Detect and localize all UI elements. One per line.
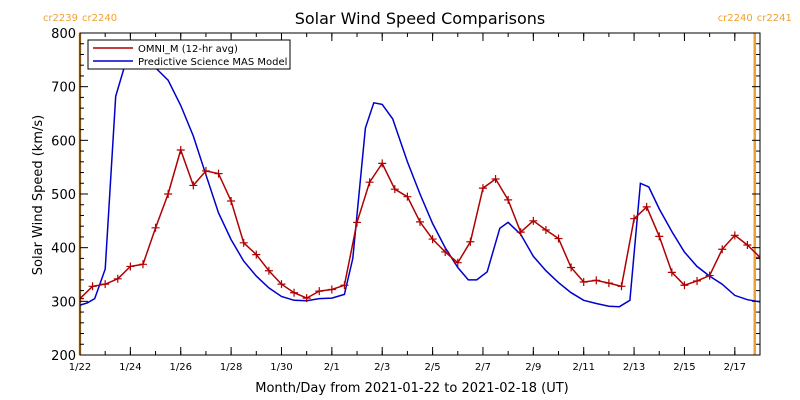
legend-label-mas: Predictive Science MAS Model <box>138 57 287 68</box>
omni-line <box>80 147 760 300</box>
omni-point <box>567 263 576 272</box>
omni-point <box>416 217 424 226</box>
series-omni <box>80 145 760 303</box>
omni-point <box>403 192 412 201</box>
x-tick-label: 2/7 <box>475 362 491 373</box>
omni-point <box>655 232 664 241</box>
y-tick-label: 800 <box>51 27 76 42</box>
omni-point <box>353 218 362 227</box>
omni-point <box>478 184 487 193</box>
series-mas-model <box>80 63 760 308</box>
omni-point <box>164 190 173 198</box>
omni-point <box>227 196 236 205</box>
omni-point <box>390 185 399 194</box>
x-tick-label: 2/9 <box>525 362 541 373</box>
legend-label-omni: OMNI_M (12-hr avg) <box>138 44 238 55</box>
omni-point <box>541 225 550 234</box>
x-tick-label: 2/3 <box>374 362 390 373</box>
omni-point <box>743 240 752 249</box>
omni-point <box>491 174 500 183</box>
omni-point <box>718 245 727 254</box>
y-tick-label: 200 <box>51 349 76 364</box>
omni-point <box>680 281 689 290</box>
legend-box <box>87 39 291 70</box>
x-tick-label: 1/28 <box>220 362 242 373</box>
omni-point <box>642 202 651 211</box>
x-tick-labels: 1/22 1/24 1/26 1/28 1/30 2/1 2/3 2/5 2/7 2/9 2/11 2… <box>69 362 746 373</box>
omni-point <box>516 228 525 237</box>
omni-point <box>239 238 248 247</box>
omni-point <box>126 262 135 271</box>
omni-point <box>151 223 160 232</box>
x-tick-label: 2/11 <box>572 362 594 373</box>
omni-point <box>80 294 84 303</box>
omni-point <box>453 258 462 267</box>
rotation-label-left: cr2240 <box>718 13 753 24</box>
legend: OMNI_M (12-hr avg) Predictive Science MA… <box>87 39 291 70</box>
plot-frame <box>79 32 761 356</box>
x-tick-label: 1/26 <box>170 362 192 373</box>
chart-title: Solar Wind Speed Comparisons <box>295 9 546 28</box>
omni-point <box>579 278 588 287</box>
omni-point <box>428 235 437 244</box>
omni-point <box>365 178 374 187</box>
x-tick-label: 2/13 <box>623 362 645 373</box>
omni-point <box>327 285 336 294</box>
x-tick-label: 2/1 <box>324 362 340 373</box>
omni-point <box>101 280 110 289</box>
omni-point <box>592 276 601 285</box>
rotation-label-left: cr2239 <box>43 13 78 24</box>
omni-point <box>113 274 122 283</box>
omni-point <box>88 282 97 291</box>
omni-point <box>189 181 198 190</box>
x-tick-label: 2/15 <box>673 362 695 373</box>
x-tick-label: 1/22 <box>69 362 91 373</box>
omni-point <box>176 145 185 154</box>
y-tick-label: 700 <box>51 81 76 96</box>
omni-point <box>302 294 311 303</box>
omni-point <box>667 268 676 277</box>
omni-point <box>277 280 286 289</box>
omni-point <box>466 237 475 246</box>
omni-point <box>315 287 324 296</box>
y-tick-label: 400 <box>51 242 76 257</box>
omni-point <box>138 260 147 269</box>
y-tick-label: 600 <box>51 134 76 149</box>
rotation-label-right: cr2240 <box>82 13 117 24</box>
omni-point <box>214 169 223 178</box>
omni-point <box>378 159 387 168</box>
omni-point <box>290 288 299 297</box>
x-tick-label: 1/30 <box>270 362 292 373</box>
omni-point <box>630 214 639 223</box>
omni-point <box>705 271 714 280</box>
rotation-label-right: cr2241 <box>757 13 792 24</box>
omni-point <box>529 216 538 225</box>
x-tick-label: 2/17 <box>724 362 746 373</box>
omni-point <box>756 253 760 262</box>
omni-point <box>617 282 626 291</box>
y-tick-labels: 200 300 400 500 600 700 800 <box>51 27 76 364</box>
omni-point <box>264 266 273 275</box>
omni-point <box>252 250 261 259</box>
x-tick-label: 1/24 <box>119 362 141 373</box>
omni-point <box>693 276 702 285</box>
omni-point <box>554 234 563 243</box>
y-tick-label: 500 <box>51 188 76 203</box>
x-tick-label: 2/5 <box>425 362 441 373</box>
omni-point <box>340 281 349 290</box>
omni-point <box>504 195 513 204</box>
omni-point <box>604 279 613 288</box>
x-axis-label: Month/Day from 2021-01-22 to 2021-02-18 … <box>255 381 568 396</box>
mas-line <box>80 63 760 308</box>
omni-point <box>730 231 739 240</box>
omni-point <box>201 166 210 175</box>
omni-point <box>441 247 450 256</box>
y-axis-label: Solar Wind Speed (km/s) <box>31 115 46 275</box>
y-tick-label: 300 <box>51 295 76 310</box>
